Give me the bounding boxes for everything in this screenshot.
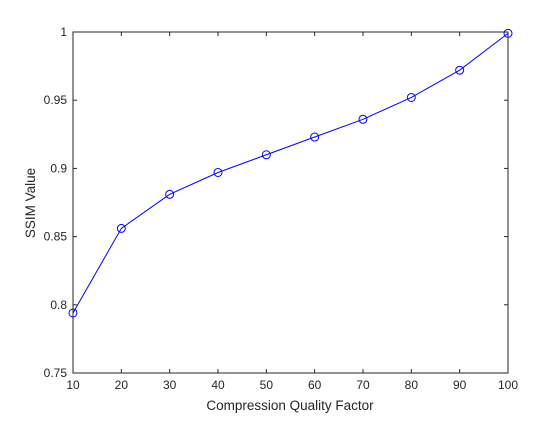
data-point-marker: [503, 28, 513, 38]
data-point-marker: [116, 223, 126, 233]
series-layer: [68, 28, 513, 318]
y-tick-label: 0.85: [44, 230, 68, 244]
x-tick-label: 100: [498, 378, 518, 392]
x-axis-label: Compression Quality Factor: [206, 398, 374, 413]
x-axis-ticks: 10 20 30 40 50 60 70 80 90 100: [66, 32, 518, 392]
y-axis-label: SSIM Value: [23, 168, 38, 238]
plot-area-frame: [72, 31, 509, 374]
y-tick-label: 0.75: [44, 366, 68, 380]
axes-box: [72, 31, 509, 374]
x-tick-label: 40: [211, 378, 225, 392]
data-point-marker: [455, 65, 465, 75]
x-tick-label: 10: [66, 378, 80, 392]
x-tick-label: 90: [453, 378, 467, 392]
data-point-marker: [261, 150, 271, 160]
data-point-marker: [358, 114, 368, 124]
data-point-marker: [310, 132, 320, 142]
data-point-marker: [165, 189, 175, 199]
data-point-marker: [406, 92, 416, 102]
series-line: [72, 32, 509, 314]
x-tick-label: 20: [115, 378, 129, 392]
data-point-marker: [68, 308, 78, 318]
y-tick-label: 0.95: [44, 93, 68, 107]
y-tick-label: 1: [60, 25, 67, 39]
y-tick-label: 0.8: [50, 298, 67, 312]
x-tick-label: 80: [405, 378, 419, 392]
x-tick-label: 60: [308, 378, 322, 392]
x-tick-label: 30: [163, 378, 177, 392]
data-point-marker: [213, 167, 223, 177]
x-tick-label: 70: [356, 378, 370, 392]
y-axis-ticks: 0.75 0.8 0.85 0.9 0.95 1: [44, 25, 508, 380]
x-tick-label: 50: [260, 378, 274, 392]
y-tick-label: 0.9: [50, 161, 67, 175]
